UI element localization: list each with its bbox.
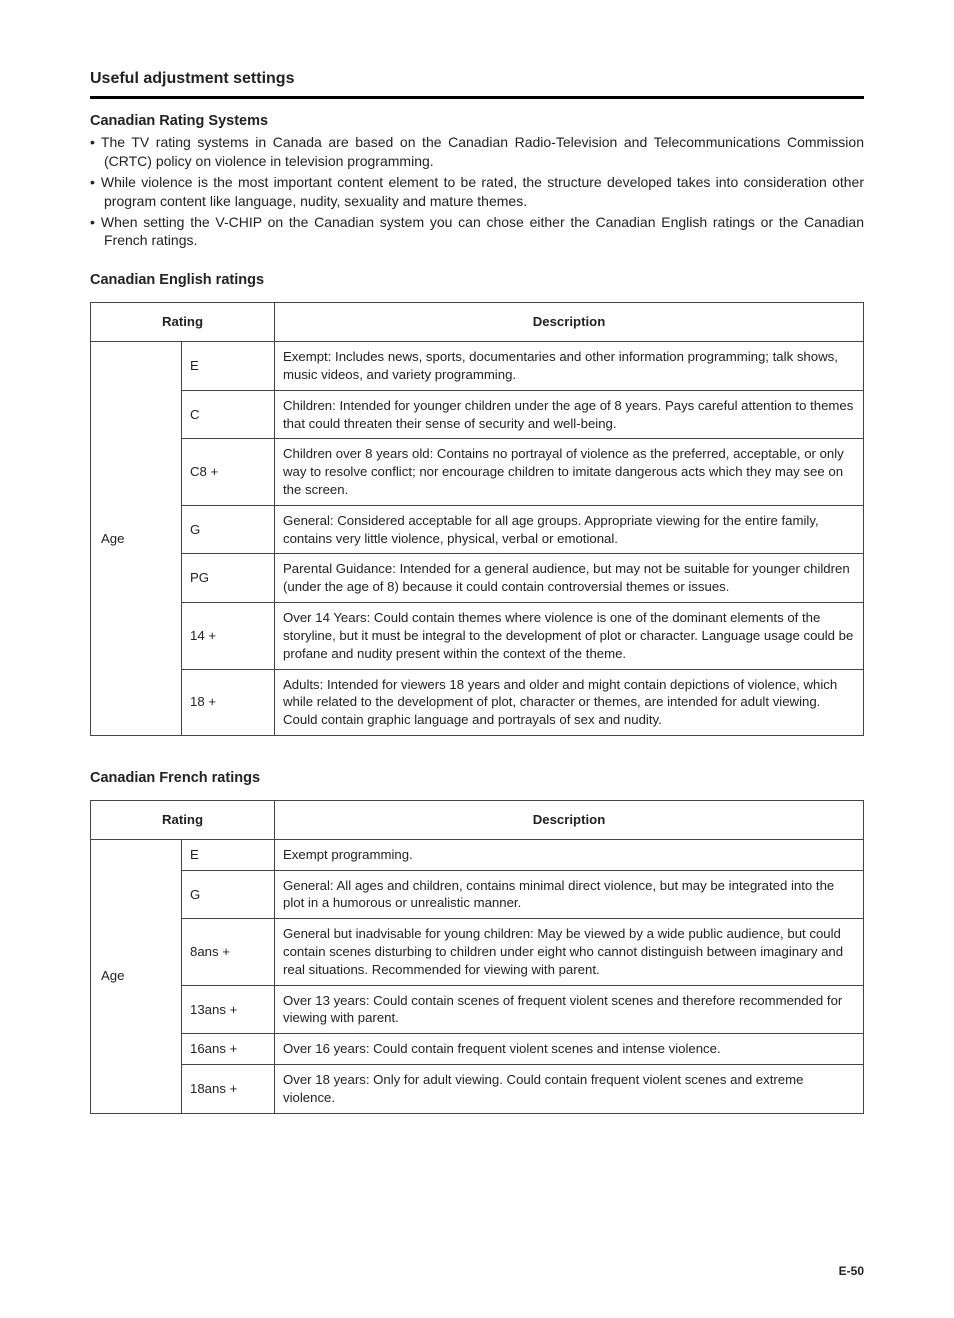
table-row: 13ans + Over 13 years: Could contain sce…: [91, 985, 864, 1034]
bullet-item: While violence is the most important con…: [90, 173, 864, 211]
english-table-title: Canadian English ratings: [90, 272, 864, 288]
header-rating: Rating: [91, 800, 275, 839]
bullet-item: When setting the V-CHIP on the Canadian …: [90, 213, 864, 251]
table-row: Age E Exempt: Includes news, sports, doc…: [91, 342, 864, 391]
page-number: E-50: [90, 1264, 864, 1278]
table-row: 14 + Over 14 Years: Could contain themes…: [91, 603, 864, 669]
desc-cell: General: All ages and children, contains…: [275, 870, 864, 919]
french-table-title: Canadian French ratings: [90, 770, 864, 786]
table-row: 18 + Adults: Intended for viewers 18 yea…: [91, 669, 864, 735]
table-row: C8 + Children over 8 years old: Contains…: [91, 439, 864, 505]
desc-cell: Children over 8 years old: Contains no p…: [275, 439, 864, 505]
section-title-rating-systems: Canadian Rating Systems: [90, 113, 864, 129]
table-row: G General: Considered acceptable for all…: [91, 505, 864, 554]
desc-cell: Over 16 years: Could contain frequent vi…: [275, 1034, 864, 1065]
rating-cell: 16ans +: [182, 1034, 275, 1065]
rating-systems-bullets: The TV rating systems in Canada are base…: [90, 133, 864, 250]
french-ratings-table: Rating Description Age E Exempt programm…: [90, 800, 864, 1114]
rating-cell: PG: [182, 554, 275, 603]
table-header-row: Rating Description: [91, 800, 864, 839]
english-ratings-table: Rating Description Age E Exempt: Include…: [90, 302, 864, 736]
rating-cell: G: [182, 870, 275, 919]
table-row: 16ans + Over 16 years: Could contain fre…: [91, 1034, 864, 1065]
desc-cell: General but inadvisable for young childr…: [275, 919, 864, 985]
table-header-row: Rating Description: [91, 303, 864, 342]
desc-cell: Over 13 years: Could contain scenes of f…: [275, 985, 864, 1034]
desc-cell: Exempt: Includes news, sports, documenta…: [275, 342, 864, 391]
rating-cell: E: [182, 839, 275, 870]
bullet-item: The TV rating systems in Canada are base…: [90, 133, 864, 171]
desc-cell: Exempt programming.: [275, 839, 864, 870]
desc-cell: Over 18 years: Only for adult viewing. C…: [275, 1065, 864, 1114]
desc-cell: Over 14 Years: Could contain themes wher…: [275, 603, 864, 669]
rating-cell: 14 +: [182, 603, 275, 669]
rating-cell: 13ans +: [182, 985, 275, 1034]
rating-cell: 18 +: [182, 669, 275, 735]
desc-cell: Parental Guidance: Intended for a genera…: [275, 554, 864, 603]
title-rule: [90, 96, 864, 99]
rating-cell: G: [182, 505, 275, 554]
table-row: PG Parental Guidance: Intended for a gen…: [91, 554, 864, 603]
header-description: Description: [275, 800, 864, 839]
age-group-cell: Age: [91, 839, 182, 1113]
table-row: Age E Exempt programming.: [91, 839, 864, 870]
table-row: C Children: Intended for younger childre…: [91, 390, 864, 439]
table-row: 18ans + Over 18 years: Only for adult vi…: [91, 1065, 864, 1114]
rating-cell: 8ans +: [182, 919, 275, 985]
header-rating: Rating: [91, 303, 275, 342]
rating-cell: C8 +: [182, 439, 275, 505]
page-title: Useful adjustment settings: [90, 70, 864, 88]
age-group-cell: Age: [91, 342, 182, 736]
table-row: G General: All ages and children, contai…: [91, 870, 864, 919]
header-description: Description: [275, 303, 864, 342]
desc-cell: Children: Intended for younger children …: [275, 390, 864, 439]
desc-cell: General: Considered acceptable for all a…: [275, 505, 864, 554]
rating-cell: E: [182, 342, 275, 391]
rating-cell: C: [182, 390, 275, 439]
desc-cell: Adults: Intended for viewers 18 years an…: [275, 669, 864, 735]
rating-cell: 18ans +: [182, 1065, 275, 1114]
table-row: 8ans + General but inadvisable for young…: [91, 919, 864, 985]
